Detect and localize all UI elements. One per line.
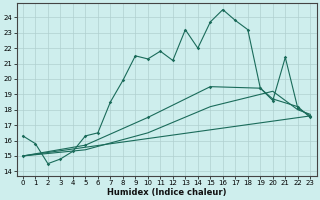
X-axis label: Humidex (Indice chaleur): Humidex (Indice chaleur) — [107, 188, 226, 197]
